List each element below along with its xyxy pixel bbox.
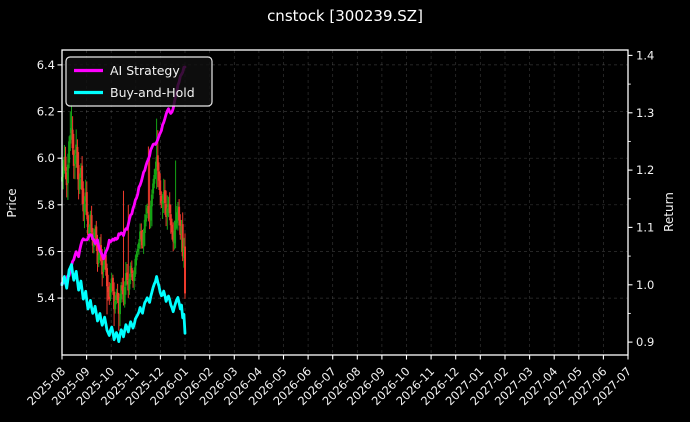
- return-tick-label: 1.2: [636, 163, 654, 177]
- price-tick-label: 6.0: [37, 151, 55, 165]
- price-tick-label: 5.8: [37, 198, 55, 212]
- return-tick-label: 0.9: [636, 335, 654, 349]
- return-tick-label: 1.0: [636, 278, 654, 292]
- legend-label-ai-strategy: AI Strategy: [110, 63, 180, 78]
- return-tick-label: 1.3: [636, 106, 654, 120]
- price-tick-label: 6.2: [37, 105, 55, 119]
- ai-strategy-line: [60, 65, 187, 285]
- buy-and-hold-line: [60, 263, 187, 343]
- return-tick-label: 1.4: [636, 48, 654, 62]
- return-tick-label: 1.1: [636, 220, 654, 234]
- price-tick-label: 5.6: [37, 245, 55, 259]
- price-tick-label: 5.4: [37, 291, 55, 305]
- return-axis-label: Return: [662, 192, 676, 232]
- plot-border: [61, 49, 629, 356]
- legend-label-buy-and-hold: Buy-and-Hold: [110, 85, 195, 100]
- price-tick-label: 6.4: [37, 58, 55, 72]
- chart-title: cnstock [300239.SZ]: [267, 7, 423, 25]
- price-axis-label: Price: [5, 188, 19, 217]
